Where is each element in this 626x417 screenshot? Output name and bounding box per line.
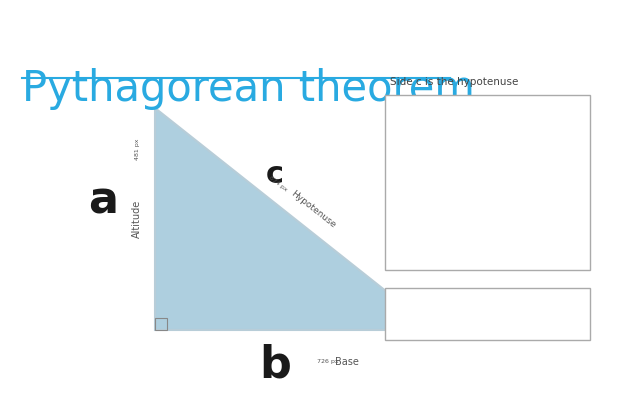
Text: 726 px: 726 px bbox=[317, 359, 339, 364]
Text: Base: Base bbox=[335, 357, 359, 367]
Text: Side c is the hypotenuse: Side c is the hypotenuse bbox=[390, 77, 518, 87]
FancyBboxPatch shape bbox=[385, 95, 590, 270]
Polygon shape bbox=[155, 108, 435, 330]
Text: Altitude: Altitude bbox=[132, 200, 142, 238]
FancyBboxPatch shape bbox=[385, 288, 590, 340]
Text: $a^2 = c^2 - b^2$: $a^2 = c^2 - b^2$ bbox=[435, 173, 540, 193]
Text: b: b bbox=[259, 344, 291, 387]
Text: $bc^2 = ab^2 + ac^2$: $bc^2 = ab^2 + ac^2$ bbox=[413, 303, 562, 325]
Text: Hypotenuse: Hypotenuse bbox=[289, 188, 337, 229]
Text: Pythagorean theorem: Pythagorean theorem bbox=[22, 68, 475, 110]
Text: $c^2 = a^2 + b^2$: $c^2 = a^2 + b^2$ bbox=[435, 123, 540, 143]
Text: 874 px: 874 px bbox=[268, 175, 288, 193]
Text: 481 px: 481 px bbox=[135, 138, 140, 160]
Text: c: c bbox=[266, 159, 284, 188]
Text: a: a bbox=[88, 179, 118, 223]
Text: $b^2 = c^2 - a^2$: $b^2 = c^2 - a^2$ bbox=[435, 221, 540, 241]
